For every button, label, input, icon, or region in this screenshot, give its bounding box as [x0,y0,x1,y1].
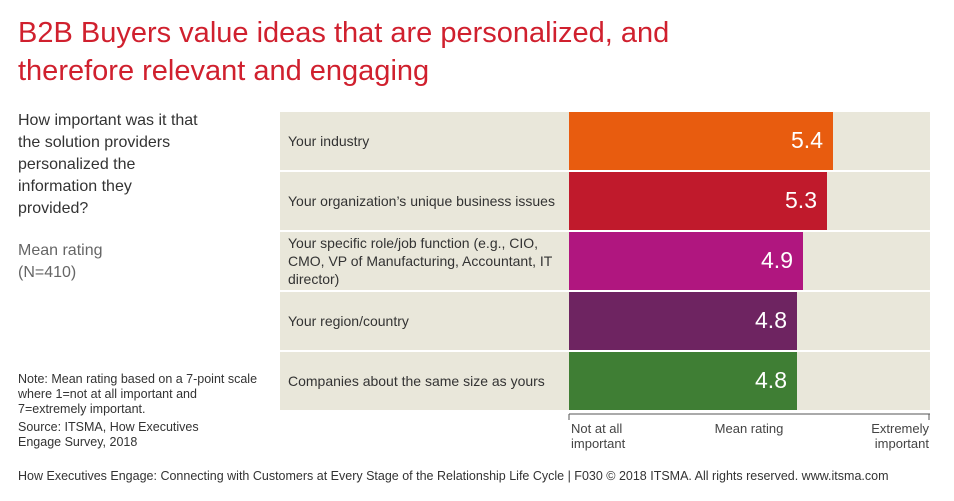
value-label: 5.3 [785,187,817,213]
question: How important was it that the solution p… [18,112,198,217]
measure: Mean rating (N=410) [18,242,103,281]
bar [569,352,797,410]
value-label: 4.8 [755,307,787,333]
source: Source: ITSMA, How Executives Engage Sur… [18,420,199,449]
category-label: Your organization’s unique business issu… [288,193,555,209]
bar [569,112,833,170]
footer: How Executives Engage: Connecting with C… [18,469,889,483]
category-label: Your specific role/job function (e.g., C… [288,235,553,287]
bar [569,292,797,350]
chart-title: B2B Buyers value ideas that are personal… [18,17,670,87]
x-tick-label: Extremely important [871,421,929,451]
category-label: Your region/country [288,313,409,329]
bar [569,172,827,230]
note: Note: Mean rating based on a 7-point sca… [18,372,258,416]
bar [569,232,803,290]
category-label: Companies about the same size as yours [288,373,545,389]
value-label: 4.9 [761,247,793,273]
value-label: 4.8 [755,367,787,393]
x-axis-label: Mean rating [714,421,784,436]
value-label: 5.4 [791,127,823,153]
category-label: Your industry [288,133,370,149]
x-tick-label: Not at all important [571,421,626,451]
